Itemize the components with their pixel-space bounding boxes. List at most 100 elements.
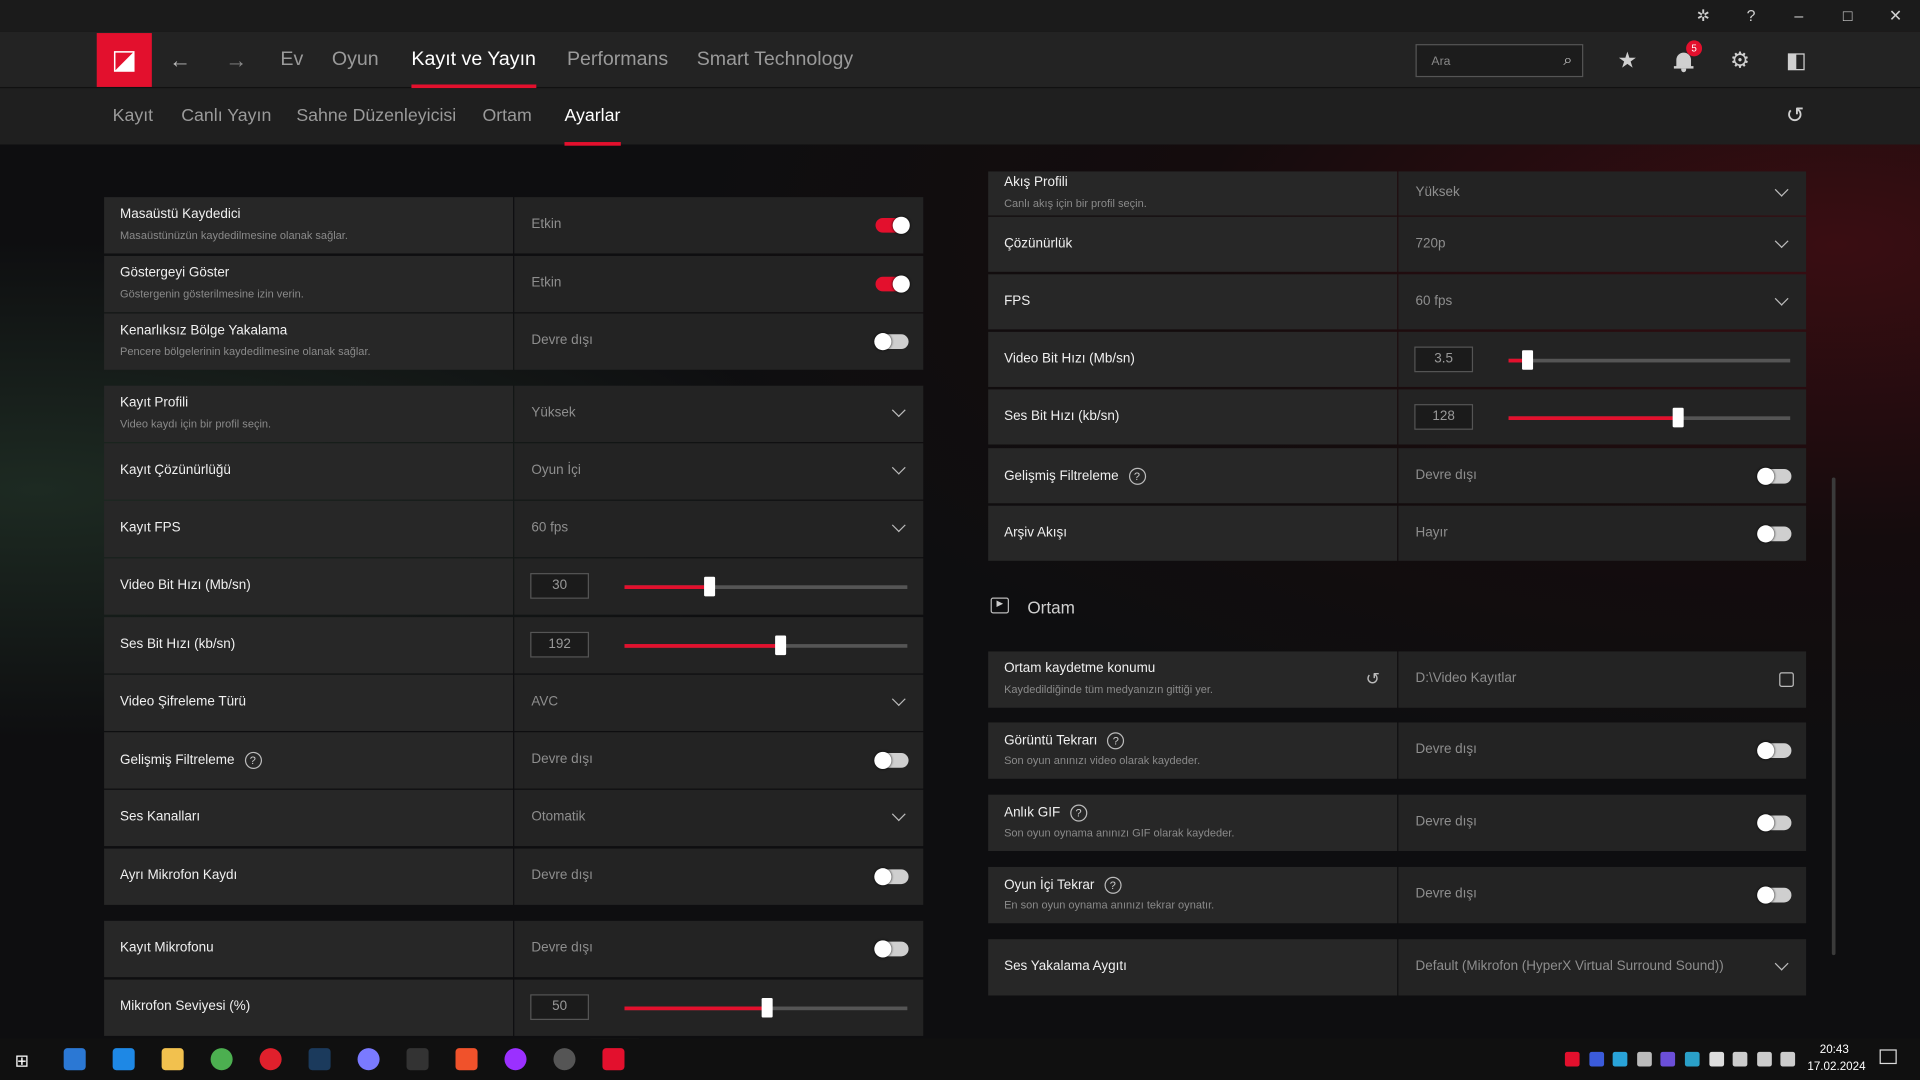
ea-icon[interactable] xyxy=(455,1048,478,1071)
toggle-switch[interactable] xyxy=(1757,886,1792,904)
value-input[interactable]: 30 xyxy=(530,573,589,599)
chrome-icon[interactable] xyxy=(210,1048,233,1071)
slider[interactable] xyxy=(1508,349,1791,370)
notification-bell-icon[interactable] xyxy=(1673,51,1694,73)
nav-tab-3[interactable]: Performans xyxy=(566,48,669,70)
amd-tray-icon[interactable] xyxy=(1564,1051,1580,1067)
close-icon[interactable]: ✕ xyxy=(1888,6,1903,25)
defender-tray-icon[interactable] xyxy=(1708,1051,1724,1067)
sync-tray-icon[interactable] xyxy=(1612,1051,1628,1067)
setting-value-cell[interactable]: 720p xyxy=(1398,216,1807,272)
subnav-tab-1[interactable]: Canlı Yayın xyxy=(181,106,272,127)
mail-icon[interactable] xyxy=(112,1048,135,1071)
toggle-switch[interactable] xyxy=(875,275,910,293)
scrollbar[interactable] xyxy=(1831,477,1836,956)
setting-value-cell[interactable]: Yüksek xyxy=(1398,171,1807,216)
slider-thumb[interactable] xyxy=(1672,407,1684,427)
layout-toggle-icon[interactable]: ◧ xyxy=(1785,47,1807,73)
amd-adrenalin-icon[interactable] xyxy=(602,1048,625,1071)
search-input[interactable]: Ara ⌕ xyxy=(1415,44,1584,78)
chevron-down-icon[interactable] xyxy=(1774,233,1789,248)
value-input[interactable]: 3.5 xyxy=(1414,345,1474,372)
reset-icon[interactable]: ↺ xyxy=(1365,668,1381,689)
opera-icon[interactable] xyxy=(259,1048,282,1071)
chevron-down-icon[interactable] xyxy=(1774,956,1789,971)
value-input[interactable]: 192 xyxy=(530,631,589,658)
browse-folder-icon[interactable] xyxy=(1779,672,1794,687)
help-icon[interactable]: ? xyxy=(1070,804,1088,822)
setting-value-cell[interactable]: Default (Mikrofon (HyperX Virtual Surrou… xyxy=(1398,939,1807,996)
fps-monitor-tray-icon[interactable] xyxy=(1660,1051,1676,1067)
chevron-down-icon[interactable] xyxy=(891,692,906,707)
toggle-switch[interactable] xyxy=(874,333,909,351)
obs-icon[interactable] xyxy=(553,1048,576,1071)
favorites-star-icon[interactable]: ★ xyxy=(1617,47,1638,73)
unigram-tray-icon[interactable] xyxy=(1588,1051,1604,1067)
help-icon[interactable]: ? xyxy=(1128,467,1146,485)
forward-icon[interactable]: → xyxy=(225,47,248,73)
settings-gear-icon[interactable]: ⚙ xyxy=(1730,47,1750,73)
setting-value-cell[interactable]: Otomatik xyxy=(514,789,924,847)
toggle-switch[interactable] xyxy=(875,216,910,234)
help-icon[interactable]: ? xyxy=(1746,6,1756,25)
file-explorer-icon[interactable] xyxy=(161,1048,184,1071)
chevron-down-icon[interactable] xyxy=(891,403,906,418)
toggle-switch[interactable] xyxy=(1757,814,1792,832)
amd-logo[interactable]: ◪ xyxy=(96,33,152,87)
chevron-down-icon[interactable] xyxy=(1774,182,1789,197)
slider-thumb[interactable] xyxy=(1521,349,1533,370)
windows-start-icon[interactable]: ⊞ xyxy=(14,1050,30,1071)
maximize-icon[interactable]: □ xyxy=(1842,6,1853,25)
toggle-switch[interactable] xyxy=(1757,524,1792,542)
bug-report-icon[interactable]: ✲ xyxy=(1696,6,1710,25)
setting-value-cell[interactable]: 60 fps xyxy=(1398,274,1807,330)
store-icon[interactable] xyxy=(63,1048,86,1071)
value-input[interactable]: 128 xyxy=(1414,403,1474,430)
slider[interactable] xyxy=(624,997,908,1018)
nav-tab-2[interactable]: Kayıt ve Yayın xyxy=(411,48,536,89)
hyperx-tray-icon[interactable] xyxy=(1684,1051,1700,1067)
back-icon[interactable]: ← xyxy=(168,47,192,73)
network-tray-icon[interactable] xyxy=(1732,1051,1748,1067)
minimize-icon[interactable]: – xyxy=(1794,6,1804,25)
help-icon[interactable]: ? xyxy=(244,751,262,769)
slider[interactable] xyxy=(624,635,908,656)
reset-icon[interactable]: ↺ xyxy=(1785,102,1805,128)
slider[interactable] xyxy=(624,576,908,597)
subnav-tab-4[interactable]: Ayarlar xyxy=(564,106,621,146)
toggle-switch[interactable] xyxy=(874,868,909,886)
nav-tab-4[interactable]: Smart Technology xyxy=(696,48,854,70)
subnav-tab-3[interactable]: Ortam xyxy=(482,106,532,127)
subnav-tab-2[interactable]: Sahne Düzenleyicisi xyxy=(296,106,457,127)
setting-value-cell[interactable]: 60 fps xyxy=(514,500,924,558)
setting-value-cell[interactable]: Yüksek xyxy=(514,385,924,443)
action-center-icon[interactable] xyxy=(1879,1049,1897,1065)
epic-games-icon[interactable] xyxy=(406,1048,429,1071)
ubisoft-icon[interactable] xyxy=(357,1048,380,1071)
help-icon[interactable]: ? xyxy=(1104,876,1122,894)
volume-tray-icon[interactable] xyxy=(1756,1051,1772,1067)
circle-app-icon[interactable] xyxy=(504,1048,527,1071)
toggle-switch[interactable] xyxy=(1757,742,1792,760)
battery-tray-icon[interactable] xyxy=(1780,1051,1796,1067)
toggle-switch[interactable] xyxy=(874,751,909,769)
nav-tab-1[interactable]: Oyun xyxy=(331,48,379,70)
setting-value-cell[interactable]: AVC xyxy=(514,674,924,732)
value-input[interactable]: 50 xyxy=(530,994,589,1021)
chevron-down-icon[interactable] xyxy=(891,518,906,533)
steam-icon[interactable] xyxy=(308,1048,331,1071)
slider-thumb[interactable] xyxy=(761,997,773,1018)
help-icon[interactable]: ? xyxy=(1107,732,1125,750)
clock[interactable]: 20:43 17.02.2024 xyxy=(1807,1043,1865,1074)
toggle-switch[interactable] xyxy=(874,940,909,958)
toggle-switch[interactable] xyxy=(1757,467,1792,485)
chevron-down-icon[interactable] xyxy=(891,807,906,822)
nav-tab-0[interactable]: Ev xyxy=(280,48,304,70)
slider-thumb[interactable] xyxy=(775,635,787,656)
chevron-down-icon[interactable] xyxy=(1774,291,1789,306)
setting-value-cell[interactable]: Oyun İçi xyxy=(514,443,924,500)
chevron-down-icon[interactable] xyxy=(891,460,906,475)
subnav-tab-0[interactable]: Kayıt xyxy=(112,106,154,127)
slider-thumb[interactable] xyxy=(704,576,716,597)
slider[interactable] xyxy=(1508,407,1791,427)
